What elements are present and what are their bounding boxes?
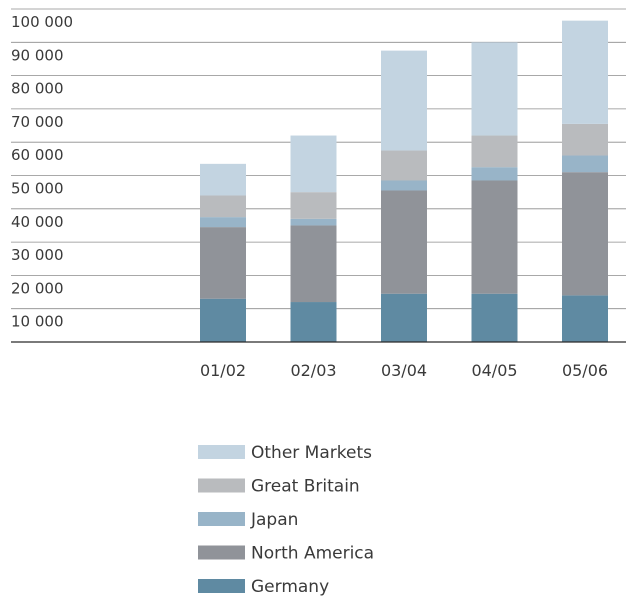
bar-segment-other-markets xyxy=(381,50,427,151)
bar-segment-other-markets xyxy=(290,135,337,193)
legend-swatch xyxy=(198,579,245,593)
bar-segment-other-markets xyxy=(562,20,608,124)
y-tick-label: 70 000 xyxy=(11,113,64,131)
bar-segment-japan xyxy=(290,218,337,226)
bar-segment-great-britain xyxy=(290,192,337,219)
legend-label: Great Britain xyxy=(251,477,360,497)
bars xyxy=(200,20,608,342)
bar-segment-north-america xyxy=(562,172,608,296)
bar-stack xyxy=(471,42,518,342)
x-tick-label: 04/05 xyxy=(471,361,517,380)
legend-label: Other Markets xyxy=(251,443,372,463)
bar-segment-germany xyxy=(471,293,518,342)
y-tick-label: 30 000 xyxy=(11,246,64,264)
y-tick-label: 60 000 xyxy=(11,146,64,164)
bar-segment-other-markets xyxy=(200,163,246,196)
legend-label: Japan xyxy=(250,510,298,530)
bar-segment-north-america xyxy=(200,227,246,299)
bar-segment-north-america xyxy=(290,225,337,303)
y-axis-ticks: 10 000 20 000 30 000 40 000 50 000 60 000 70 0… xyxy=(11,13,73,331)
bar-segment-germany xyxy=(200,298,246,342)
x-tick-label: 02/03 xyxy=(290,361,336,380)
x-tick-label: 03/04 xyxy=(381,361,427,380)
bar-segment-japan xyxy=(200,217,246,228)
y-tick-label: 40 000 xyxy=(11,213,64,231)
bar-stack xyxy=(200,163,246,342)
legend-label: Germany xyxy=(251,577,329,597)
y-tick-label: 50 000 xyxy=(11,180,64,198)
bar-segment-great-britain xyxy=(471,135,518,168)
bar-stack xyxy=(290,135,337,342)
bar-segment-germany xyxy=(381,293,427,342)
bar-segment-japan xyxy=(381,180,427,191)
legend-label: North America xyxy=(251,544,374,564)
bar-segment-other-markets xyxy=(471,42,518,136)
legend-item: North America xyxy=(198,544,374,564)
bar-segment-north-america xyxy=(381,190,427,294)
bar-segment-north-america xyxy=(471,180,518,294)
legend: Other Markets Great Britain Japan North Ame… xyxy=(198,443,374,597)
bar-segment-great-britain xyxy=(381,150,427,181)
bar-stack xyxy=(562,20,608,342)
legend-swatch xyxy=(198,545,245,560)
legend-swatch xyxy=(198,445,245,459)
legend-item: Other Markets xyxy=(198,443,372,463)
legend-swatch xyxy=(198,478,245,493)
x-tick-label: 05/06 xyxy=(562,361,608,380)
y-tick-label: 10 000 xyxy=(11,313,64,331)
y-tick-label: 100 000 xyxy=(11,13,73,31)
legend-swatch xyxy=(198,512,245,526)
bar-segment-japan xyxy=(471,167,518,181)
bar-segment-germany xyxy=(562,295,608,342)
legend-item: Japan xyxy=(198,510,298,530)
y-tick-label: 90 000 xyxy=(11,46,64,64)
legend-item: Great Britain xyxy=(198,477,360,497)
bar-stack xyxy=(381,50,427,342)
bar-segment-germany xyxy=(290,302,337,342)
y-tick-label: 20 000 xyxy=(11,279,64,297)
bar-segment-great-britain xyxy=(200,195,246,218)
legend-item: Germany xyxy=(198,577,329,597)
bar-segment-japan xyxy=(562,155,608,173)
x-tick-label: 01/02 xyxy=(200,361,246,380)
bar-segment-great-britain xyxy=(562,123,608,156)
y-tick-label: 80 000 xyxy=(11,80,64,98)
x-axis-labels: 01/02 02/03 03/04 04/05 05/06 xyxy=(200,361,608,380)
